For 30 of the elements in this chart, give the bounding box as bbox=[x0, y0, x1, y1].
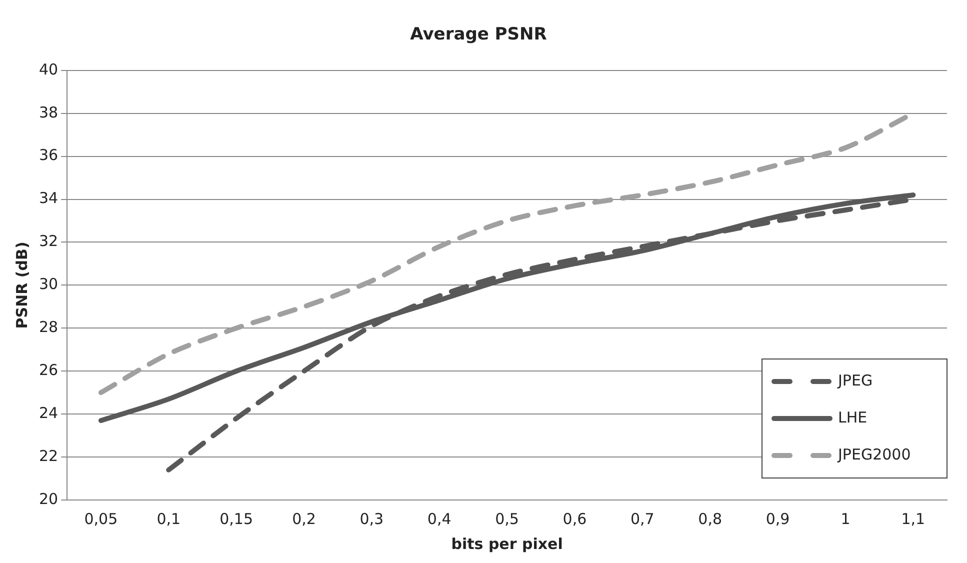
legend-label: JPEG2000 bbox=[837, 445, 911, 464]
x-axis-title: bits per pixel bbox=[451, 534, 563, 553]
x-tick-label: 0,1 bbox=[156, 510, 181, 528]
x-tick-label: 1 bbox=[840, 510, 850, 528]
y-tick-label: 38 bbox=[38, 103, 58, 122]
y-tick-label: 20 bbox=[38, 490, 58, 508]
y-tick-label: 34 bbox=[38, 189, 58, 208]
x-tick-label: 0,9 bbox=[766, 510, 790, 528]
y-axis-title: PSNR (dB) bbox=[12, 242, 31, 329]
y-tick-label: 32 bbox=[38, 232, 58, 250]
chart-title: Average PSNR bbox=[410, 24, 547, 45]
y-tick-label: 26 bbox=[38, 361, 58, 380]
x-tick-label: 0,3 bbox=[360, 510, 384, 528]
x-tick-label: 0,7 bbox=[630, 510, 654, 528]
x-tick-label: 0,6 bbox=[562, 510, 587, 528]
x-tick-label: 0,05 bbox=[84, 510, 118, 528]
legend-label: LHE bbox=[838, 408, 868, 426]
y-tick-label: 24 bbox=[38, 404, 58, 422]
y-tick-label: 36 bbox=[38, 146, 58, 164]
x-tick-label: 0,4 bbox=[427, 510, 452, 528]
y-tick-label: 28 bbox=[38, 318, 58, 336]
x-tick-label: 0,2 bbox=[292, 510, 316, 528]
legend-label: JPEG bbox=[837, 371, 873, 390]
x-tick-label: 0,8 bbox=[698, 510, 722, 528]
y-tick-label: 40 bbox=[38, 60, 58, 78]
y-tick-label: 22 bbox=[38, 446, 58, 465]
x-tick-label: 0,5 bbox=[495, 510, 519, 528]
x-tick-label: 1,1 bbox=[901, 510, 926, 528]
y-tick-label: 30 bbox=[38, 275, 58, 294]
x-tick-label: 0,15 bbox=[220, 510, 254, 528]
